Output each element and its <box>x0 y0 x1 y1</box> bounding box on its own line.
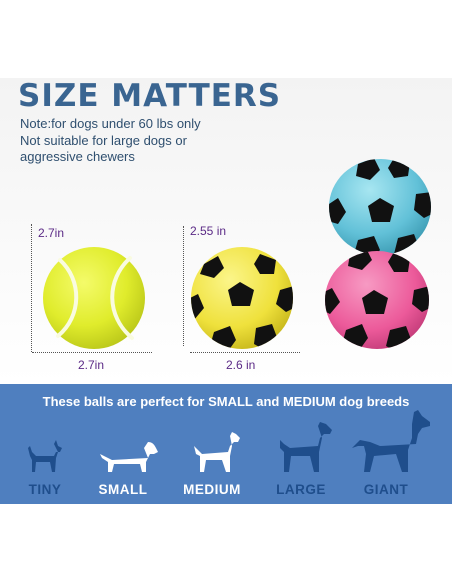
pink-soccer-ball <box>325 251 429 349</box>
breed-label-small: SMALL <box>98 482 148 497</box>
breed-label-giant: GIANT <box>363 482 409 497</box>
soccer-height-line <box>183 226 184 346</box>
breed-label-tiny: TINY <box>28 482 62 497</box>
note-line: Note:for dogs under 60 lbs only <box>20 116 201 131</box>
tennis-height-label: 2.7in <box>38 226 65 240</box>
tennis-width-label: 2.7in <box>78 358 105 372</box>
tennis-height-line <box>31 224 32 352</box>
medium-dog-icon <box>194 432 240 472</box>
breed-band <box>0 384 452 504</box>
soccer-width-line <box>190 352 300 353</box>
breed-band-text: These balls are perfect for SMALL and ME… <box>42 394 410 409</box>
tiny-dog-icon <box>28 440 62 472</box>
dachshund-icon <box>100 442 158 472</box>
bottom-margin <box>0 504 452 584</box>
breed-label-large: LARGE <box>276 482 326 497</box>
tennis-width-line <box>32 352 152 353</box>
note-line: Not suitable for large dogs or <box>20 132 187 148</box>
breed-label-medium: MEDIUM <box>183 482 241 497</box>
giant-dog-icon <box>352 410 430 472</box>
page-title: SIZE MATTERS <box>18 78 282 114</box>
soccer-width-label: 2.6 in <box>226 358 256 372</box>
note-line: aggressive chewers <box>20 149 135 164</box>
large-dog-icon <box>280 422 332 472</box>
yellow-soccer-ball <box>191 247 293 349</box>
usage-note: Note:for dogs under 60 lbs only Not suit… <box>20 116 201 166</box>
blue-soccer-ball <box>329 159 431 255</box>
tennis-ball <box>43 247 145 349</box>
soccer-height-label: 2.55 in <box>190 224 227 238</box>
